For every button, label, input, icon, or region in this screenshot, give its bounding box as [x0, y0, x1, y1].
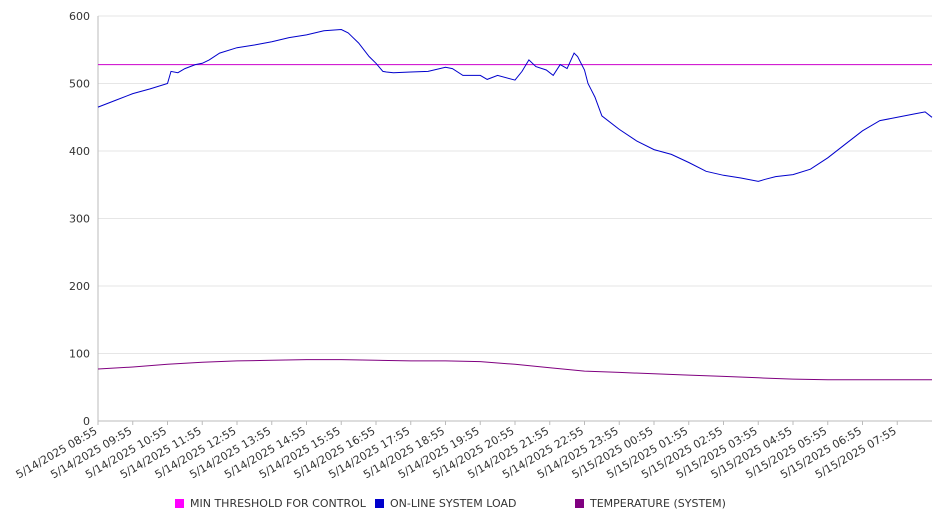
legend-swatch [175, 499, 184, 508]
y-tick-label: 200 [69, 280, 90, 293]
legend-label: TEMPERATURE (SYSTEM) [590, 497, 726, 510]
series-line-1 [97, 28, 933, 182]
y-tick-label: 600 [69, 10, 90, 23]
y-tick-label: 500 [69, 78, 90, 91]
legend: MIN THRESHOLD FOR CONTROL ON-LINE SYSTEM … [0, 497, 946, 513]
legend-label: ON-LINE SYSTEM LOAD [390, 497, 517, 510]
y-tick-label: 100 [69, 348, 90, 361]
y-tick-label: 400 [69, 145, 90, 158]
legend-swatch [575, 499, 584, 508]
legend-label: MIN THRESHOLD FOR CONTROL [190, 497, 366, 510]
y-tick-label: 0 [83, 415, 90, 428]
series-line-2 [97, 359, 932, 381]
legend-item: MIN THRESHOLD FOR CONTROL [175, 497, 366, 510]
legend-item: ON-LINE SYSTEM LOAD [375, 497, 516, 510]
y-tick-label: 300 [69, 213, 90, 226]
legend-item: TEMPERATURE (SYSTEM) [575, 497, 726, 510]
legend-swatch [375, 499, 384, 508]
